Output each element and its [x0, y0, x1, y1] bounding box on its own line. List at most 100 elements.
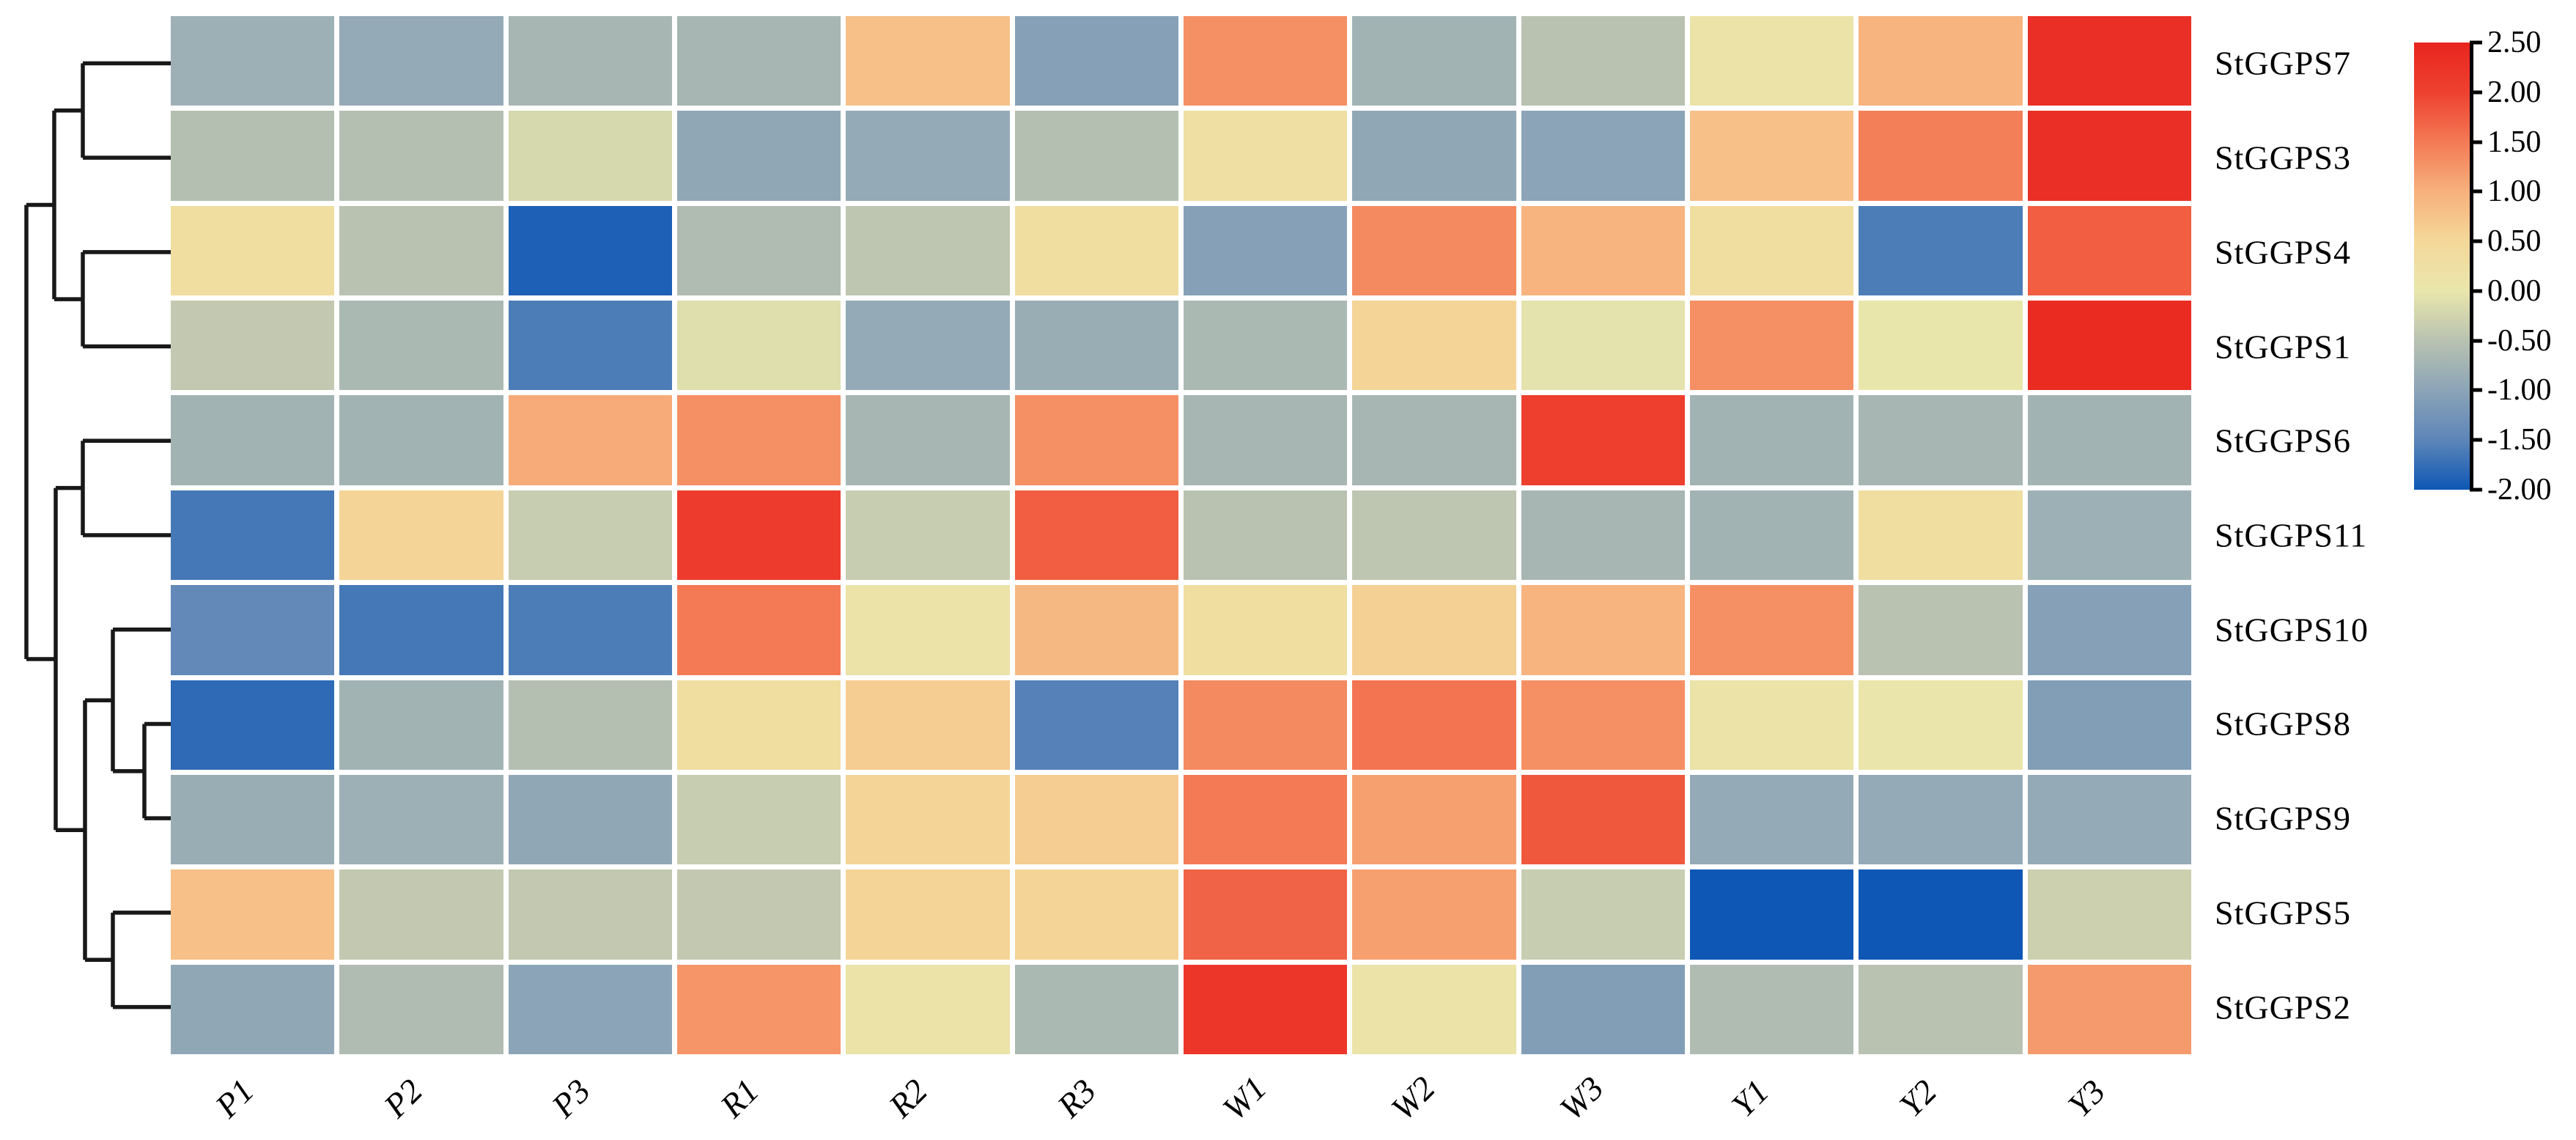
heatmap-cell-StGGPS5-Y2	[1859, 869, 2023, 960]
heatmap-cell-StGGPS6-Y2	[1859, 395, 2023, 485]
heatmap-cell-StGGPS4-Y3	[2027, 205, 2191, 296]
column-label-R2: R2	[881, 1071, 934, 1125]
dendrogram	[24, 61, 171, 1010]
heatmap-cell-StGGPS7-Y1	[1689, 16, 1854, 106]
heatmap-cell-StGGPS3-P1	[171, 111, 335, 201]
heatmap-cell-StGGPS9-P2	[339, 774, 503, 865]
colorbar-tick	[2470, 388, 2482, 392]
column-label-W3: W3	[1552, 1069, 1611, 1128]
heatmap-cell-StGGPS4-P1	[171, 205, 335, 296]
colorbar-gradient	[2414, 43, 2470, 490]
heatmap-cell-StGGPS8-P2	[339, 680, 503, 770]
heatmap-cell-StGGPS6-Y1	[1689, 395, 1854, 485]
heatmap-cell-StGGPS4-P3	[508, 205, 672, 296]
heatmap-cell-StGGPS7-R3	[1014, 16, 1178, 106]
heatmap-cell-StGGPS10-R1	[676, 585, 841, 675]
column-label-P3: P3	[545, 1071, 598, 1125]
heatmap-cell-StGGPS1-P3	[508, 301, 672, 391]
colorbar-tick	[2470, 289, 2482, 293]
heatmap-cell-StGGPS5-Y3	[2027, 869, 2191, 960]
row-label-StGGPS11: StGGPS11	[2215, 516, 2368, 554]
heatmap-cell-StGGPS1-W2	[1352, 301, 1516, 391]
heatmap-cell-StGGPS9-W2	[1352, 774, 1516, 865]
row-label-StGGPS6: StGGPS6	[2215, 422, 2351, 460]
heatmap-cell-StGGPS6-R1	[676, 395, 841, 485]
heatmap-cell-StGGPS2-W2	[1352, 964, 1516, 1054]
heatmap-cell-StGGPS8-W1	[1183, 680, 1348, 770]
heatmap-cell-StGGPS7-P1	[171, 16, 335, 106]
colorbar: 2.50 2.00 1.50 1.00 0.50 0.00 -0.50 -1.00 -1.50 -…	[2414, 26, 2552, 507]
heatmap-cell-StGGPS6-Y3	[2027, 395, 2191, 485]
heatmap-cell-StGGPS6-P2	[339, 395, 503, 485]
heatmap-cell-StGGPS6-P1	[171, 395, 335, 485]
colorbar-tick	[2470, 488, 2482, 492]
colorbar-axis-line	[2470, 43, 2473, 490]
heatmap-cell-StGGPS6-P3	[508, 395, 672, 485]
heatmap-cell-StGGPS1-W1	[1183, 301, 1348, 391]
heatmap-cell-StGGPS7-W2	[1352, 16, 1516, 106]
column-label-W2: W2	[1384, 1069, 1442, 1128]
heatmap-cell-StGGPS8-Y3	[2027, 680, 2191, 770]
heatmap-cell-StGGPS5-W3	[1521, 869, 1685, 960]
heatmap-cell-StGGPS11-Y3	[2027, 490, 2191, 581]
heatmap-cell-StGGPS7-Y3	[2027, 16, 2191, 106]
colorbar-tick-label-0.50: 0.50	[2487, 224, 2542, 259]
heatmap-cell-StGGPS9-Y3	[2027, 774, 2191, 865]
row-label-StGGPS2: StGGPS2	[2215, 988, 2351, 1026]
column-label-Y2: Y2	[1892, 1072, 1944, 1125]
heatmap-cell-StGGPS3-Y3	[2027, 111, 2191, 201]
heatmap-cell-StGGPS5-R2	[846, 869, 1010, 960]
heatmap-cell-StGGPS11-R3	[1014, 490, 1178, 581]
column-label-W1: W1	[1215, 1069, 1274, 1128]
heatmap-cell-StGGPS5-W1	[1183, 869, 1348, 960]
heatmap-cell-StGGPS8-P3	[508, 680, 672, 770]
heatmap-cell-StGGPS8-W2	[1352, 680, 1516, 770]
heatmap-cell-StGGPS7-W3	[1521, 16, 1685, 106]
colorbar-tick-label-2.50: 2.50	[2487, 26, 2542, 59]
heatmap-cell-StGGPS5-P2	[339, 869, 503, 960]
row-label-StGGPS1: StGGPS1	[2215, 328, 2351, 366]
row-label-StGGPS9: StGGPS9	[2215, 799, 2351, 837]
heatmap-cell-StGGPS4-Y2	[1859, 205, 2023, 296]
heatmap-cell-StGGPS6-R3	[1014, 395, 1178, 485]
heatmap-cell-StGGPS10-W3	[1521, 585, 1685, 675]
heatmap-cell-StGGPS4-Y1	[1689, 205, 1854, 296]
heatmap-cell-StGGPS2-Y2	[1859, 964, 2023, 1054]
colorbar-tick	[2470, 438, 2482, 442]
column-label-Y1: Y1	[1724, 1072, 1776, 1125]
heatmap-cell-StGGPS10-R3	[1014, 585, 1178, 675]
heatmap-cell-StGGPS1-Y2	[1859, 301, 2023, 391]
heatmap-cell-StGGPS4-W2	[1352, 205, 1516, 296]
heatmap-cell-StGGPS10-R2	[846, 585, 1010, 675]
colorbar-tick-label--1.50: -1.50	[2487, 423, 2552, 457]
heatmap-cell-StGGPS10-P3	[508, 585, 672, 675]
heatmap-cell-StGGPS6-W2	[1352, 395, 1516, 485]
heatmap-cell-StGGPS10-W1	[1183, 585, 1348, 675]
heatmap-cell-StGGPS8-R1	[676, 680, 841, 770]
heatmap-cell-StGGPS8-Y2	[1859, 680, 2023, 770]
heatmap-cell-StGGPS3-R2	[846, 111, 1010, 201]
heatmap-cell-StGGPS11-P3	[508, 490, 672, 581]
colorbar-tick-label--2.00: -2.00	[2487, 473, 2552, 507]
heatmap-cell-StGGPS2-P3	[508, 964, 672, 1054]
heatmap-cell-StGGPS3-W3	[1521, 111, 1685, 201]
heatmap-cell-StGGPS7-R1	[676, 16, 841, 106]
column-label-P1: P1	[207, 1071, 261, 1125]
heatmap-cell-StGGPS6-W3	[1521, 395, 1685, 485]
heatmap-cell-StGGPS9-R1	[676, 774, 841, 865]
colorbar-tick	[2470, 140, 2482, 144]
heatmap-cell-StGGPS1-Y3	[2027, 301, 2191, 391]
heatmap-cell-StGGPS11-P2	[339, 490, 503, 581]
heatmap-cell-StGGPS11-W2	[1352, 490, 1516, 581]
heatmap-cell-StGGPS1-P1	[171, 301, 335, 391]
column-label-P2: P2	[376, 1071, 429, 1125]
heatmap-grid	[171, 16, 2191, 1054]
heatmap-cell-StGGPS1-Y1	[1689, 301, 1854, 391]
heatmap-cell-StGGPS3-P2	[339, 111, 503, 201]
heatmap-cell-StGGPS3-R1	[676, 111, 841, 201]
heatmap-cell-StGGPS9-Y1	[1689, 774, 1854, 865]
column-label-R1: R1	[713, 1071, 767, 1125]
heatmap-cell-StGGPS11-Y1	[1689, 490, 1854, 581]
colorbar-tick	[2470, 239, 2482, 243]
heatmap-cell-StGGPS7-P2	[339, 16, 503, 106]
